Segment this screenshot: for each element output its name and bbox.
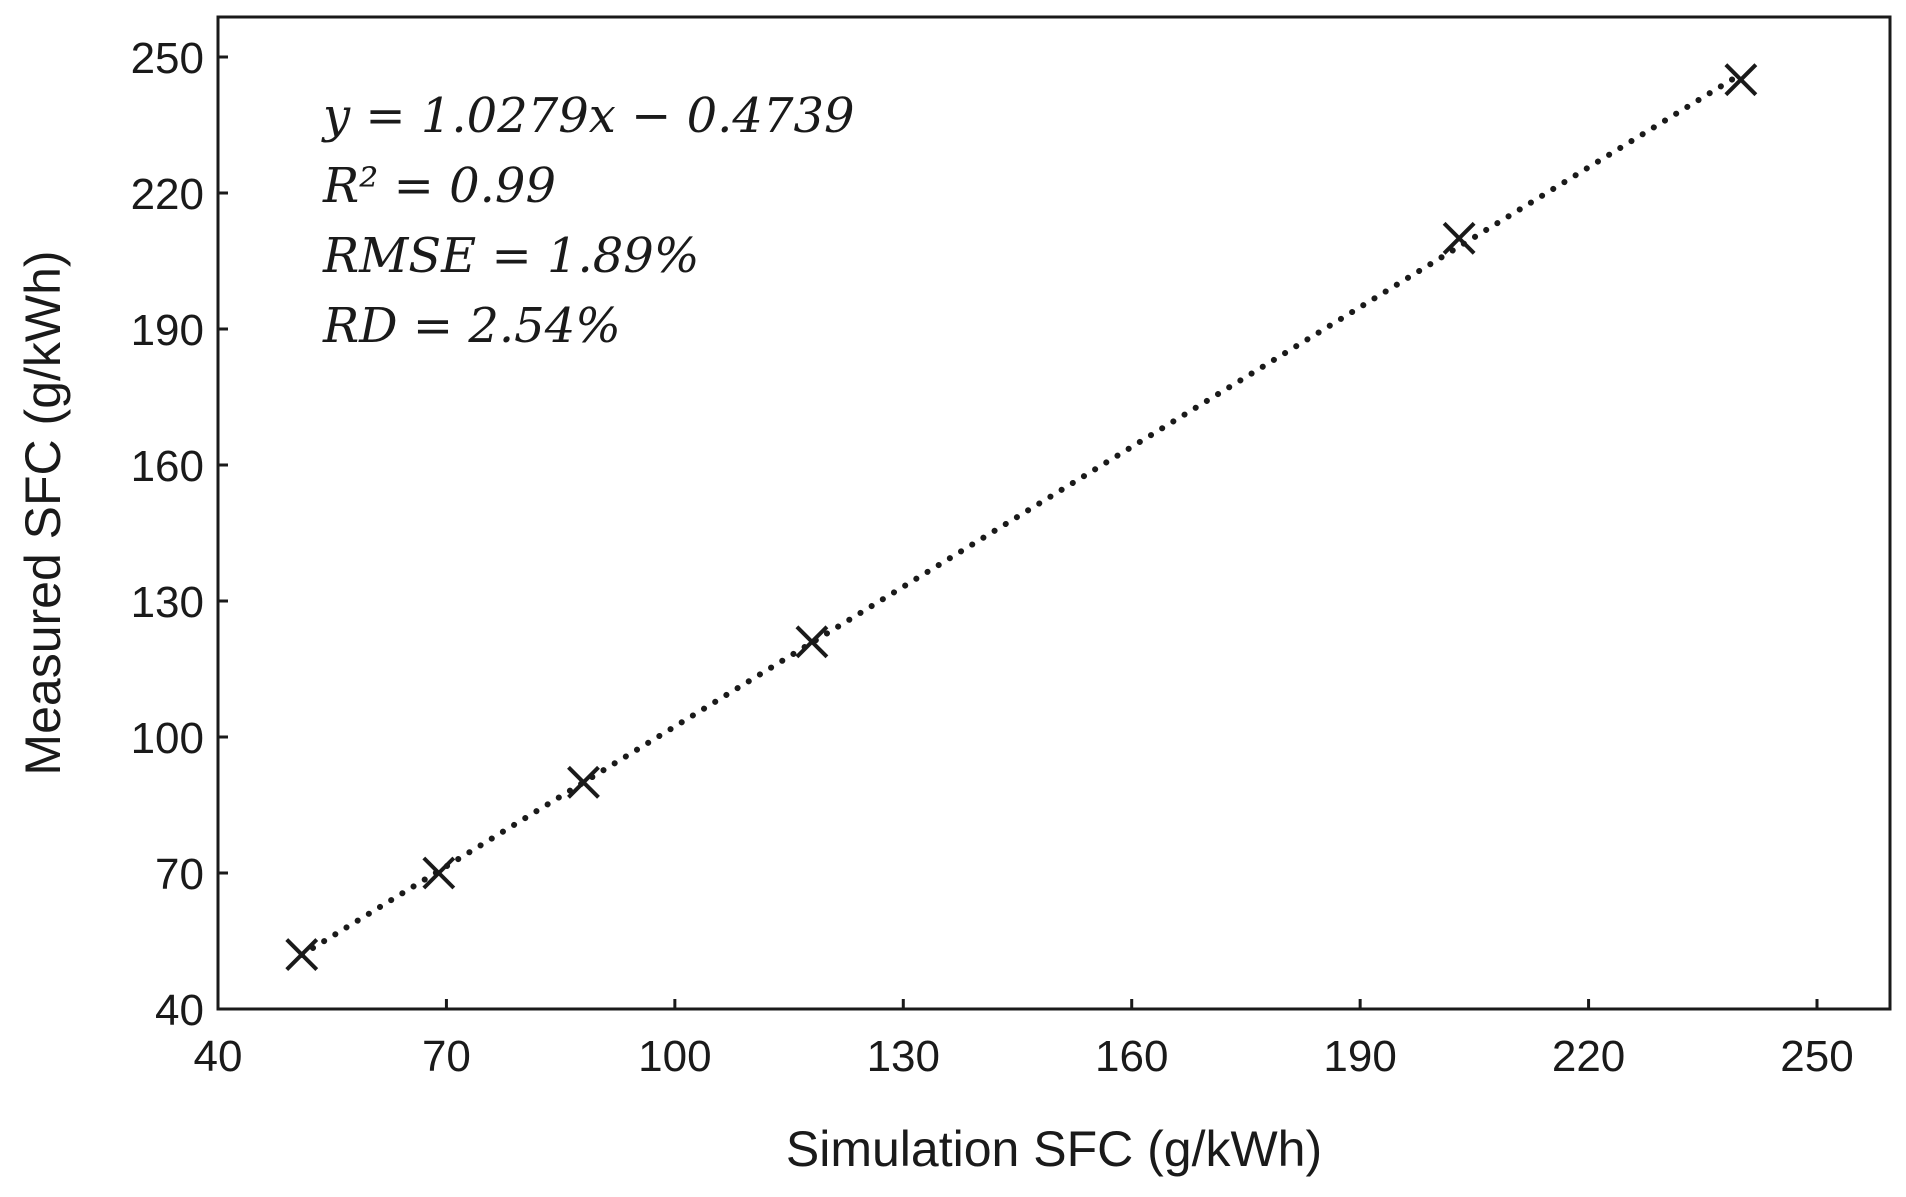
marker-stroke bbox=[1724, 63, 1758, 97]
x-axis-title: Simulation SFC (g/kWh) bbox=[786, 1121, 1322, 1177]
y-tick-label: 250 bbox=[131, 34, 204, 83]
marker-stroke bbox=[567, 765, 600, 799]
x-tick-label: 40 bbox=[194, 1032, 243, 1081]
data-point-marker bbox=[1724, 63, 1758, 97]
x-tick-label: 190 bbox=[1323, 1032, 1396, 1081]
data-points bbox=[285, 63, 1758, 972]
y-tick-label: 70 bbox=[155, 850, 204, 899]
annotation-line: RD = 2.54% bbox=[322, 298, 621, 354]
x-tick-label: 160 bbox=[1095, 1032, 1168, 1081]
x-tick-label: 100 bbox=[638, 1032, 711, 1081]
y-axis-title: Measured SFC (g/kWh) bbox=[15, 250, 71, 775]
marker-stroke bbox=[285, 938, 319, 972]
data-point-marker bbox=[422, 856, 456, 890]
y-tick-label: 220 bbox=[131, 170, 204, 219]
annotation-line: RMSE = 1.89% bbox=[322, 228, 699, 284]
y-tick-label: 100 bbox=[131, 714, 204, 763]
x-tick-label: 130 bbox=[867, 1032, 940, 1081]
y-tick-label: 40 bbox=[155, 986, 204, 1035]
x-tick-label: 220 bbox=[1552, 1032, 1625, 1081]
plot-frame bbox=[216, 15, 1892, 1011]
x-axis-ticks: 40 70 100 130 160 190 220 250 bbox=[194, 999, 1854, 1081]
marker-stroke bbox=[422, 856, 456, 890]
y-tick-label: 190 bbox=[131, 306, 204, 355]
regression-annotations: y = 1.0279x − 0.4739 R² = 0.99 RMSE = 1.89… bbox=[321, 88, 855, 354]
data-point-marker bbox=[567, 765, 600, 799]
y-tick-label: 130 bbox=[131, 578, 204, 627]
x-tick-label: 250 bbox=[1780, 1032, 1853, 1081]
y-axis-ticks: 40 70 100 130 160 190 220 250 bbox=[131, 34, 228, 1035]
annotation-line: R² = 0.99 bbox=[322, 158, 556, 214]
x-tick-label: 70 bbox=[422, 1032, 471, 1081]
marker-stroke bbox=[795, 625, 829, 659]
marker-stroke bbox=[1442, 221, 1476, 255]
data-point-marker bbox=[285, 938, 319, 972]
y-tick-label: 160 bbox=[131, 442, 204, 491]
annotation-line: y = 1.0279x − 0.4739 bbox=[321, 88, 855, 144]
data-point-marker bbox=[795, 625, 829, 659]
data-point-marker bbox=[1442, 221, 1476, 255]
